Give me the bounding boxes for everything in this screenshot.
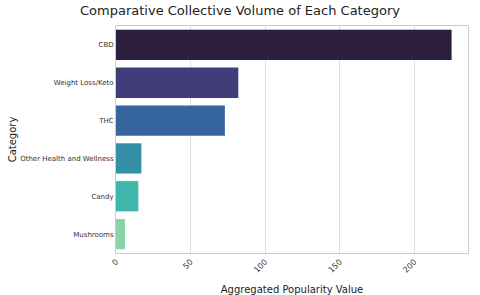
svg-text:0: 0 — [110, 257, 120, 267]
svg-text:150: 150 — [327, 257, 344, 274]
svg-text:CBD: CBD — [99, 41, 114, 49]
svg-text:Aggregated Popularity Value: Aggregated Popularity Value — [221, 284, 363, 295]
svg-text:100: 100 — [252, 257, 269, 274]
svg-text:Candy: Candy — [91, 193, 113, 201]
svg-text:Weight Loss/Keto: Weight Loss/Keto — [54, 79, 114, 87]
svg-text:THC: THC — [98, 117, 114, 125]
svg-text:Category: Category — [7, 117, 18, 163]
svg-text:50: 50 — [181, 257, 195, 271]
svg-text:Other Health and Wellness: Other Health and Wellness — [20, 155, 114, 163]
svg-text:Mushrooms: Mushrooms — [73, 231, 114, 239]
svg-text:200: 200 — [401, 257, 418, 274]
svg-text:Comparative Collective Volume: Comparative Collective Volume of Each Ca… — [80, 3, 400, 18]
